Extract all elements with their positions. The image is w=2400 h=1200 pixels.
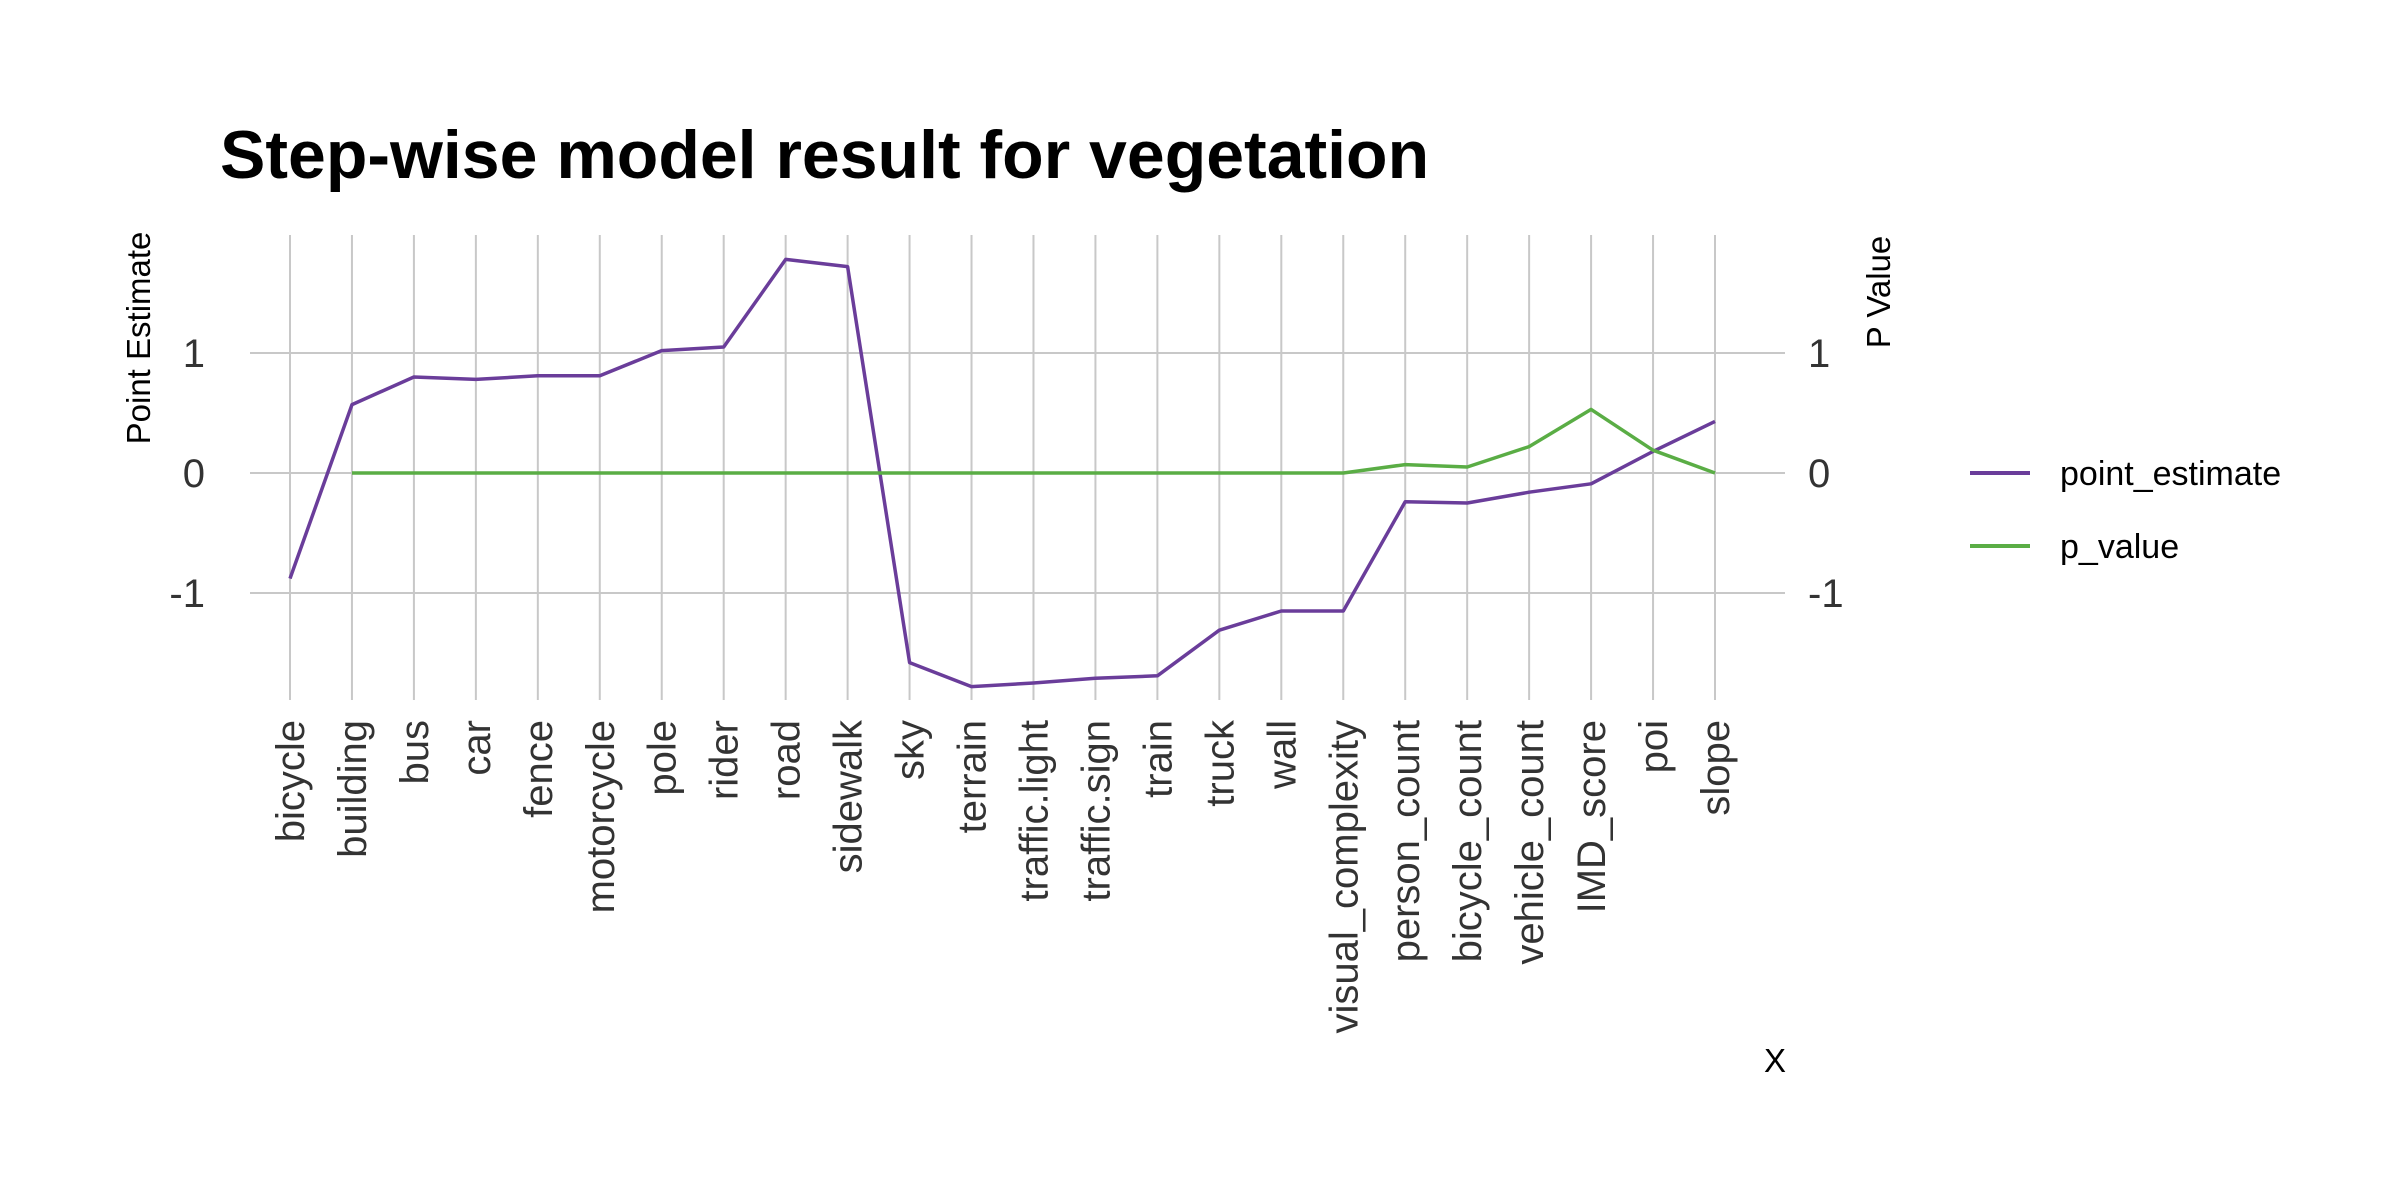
x-gridlines bbox=[289, 235, 1716, 700]
x-tick-label: fence bbox=[517, 720, 561, 818]
x-tick-label: person_count bbox=[1384, 720, 1428, 962]
y-tick-label-right: 1 bbox=[1808, 332, 1830, 376]
x-tick-label: bicycle bbox=[269, 720, 313, 842]
x-tick-label: building bbox=[331, 720, 375, 858]
y-axis-right-title: P Value bbox=[1860, 236, 1897, 349]
x-tick-label: pole bbox=[641, 720, 685, 796]
x-tick-label: slope bbox=[1694, 720, 1738, 816]
x-tick-label: sky bbox=[889, 720, 933, 780]
x-axis-title: X bbox=[1764, 1042, 1786, 1079]
x-tick-label: bus bbox=[393, 720, 437, 785]
x-tick-label: bicycle_count bbox=[1446, 720, 1490, 962]
legend-label-point_estimate: point_estimate bbox=[2060, 455, 2281, 493]
x-tick-label: car bbox=[455, 720, 499, 776]
x-tick-label: traffic.light bbox=[1012, 720, 1056, 902]
x-tick-label: sidewalk bbox=[827, 719, 871, 873]
y-tick-label-right: -1 bbox=[1808, 572, 1844, 616]
x-tick-label: truck bbox=[1198, 719, 1242, 807]
y-tick-label-left: 1 bbox=[183, 332, 205, 376]
series-lines bbox=[288, 257, 1716, 689]
series-line-p_value bbox=[352, 407, 1716, 475]
y-tick-label-left: -1 bbox=[169, 572, 205, 616]
x-tick-label: road bbox=[765, 720, 809, 800]
y-tick-label-left: 0 bbox=[183, 452, 205, 496]
legend-label-p_value: p_value bbox=[2060, 528, 2179, 566]
x-tick-label: visual_complexity bbox=[1322, 720, 1366, 1033]
x-tick-label: train bbox=[1136, 720, 1180, 798]
x-tick-label: poi bbox=[1632, 720, 1676, 773]
y-axis-right-ticks: -1 0 1 bbox=[1808, 332, 1844, 616]
x-tick-label: rider bbox=[703, 720, 747, 800]
x-axis-category-labels: bicycle building bus car fence motorcycle pole… bbox=[269, 719, 1738, 1033]
y-tick-label-right: 0 bbox=[1808, 452, 1830, 496]
x-tick-label: vehicle_count bbox=[1508, 720, 1552, 965]
series-line-point_estimate bbox=[288, 257, 1716, 689]
x-tick-label: motorcycle bbox=[579, 720, 623, 913]
x-tick-label: traffic.sign bbox=[1074, 720, 1118, 902]
chart-title: Step-wise model result for vegetation bbox=[220, 117, 1429, 193]
x-tick-label: terrain bbox=[951, 720, 995, 833]
y-axis-left-title: Point Estimate bbox=[120, 232, 157, 445]
legend: point_estimate p_value bbox=[1970, 455, 2281, 566]
y-axis-left-ticks: -1 0 1 bbox=[169, 332, 205, 616]
x-tick-label: IMD_score bbox=[1570, 720, 1614, 913]
x-tick-label: wall bbox=[1260, 720, 1304, 790]
